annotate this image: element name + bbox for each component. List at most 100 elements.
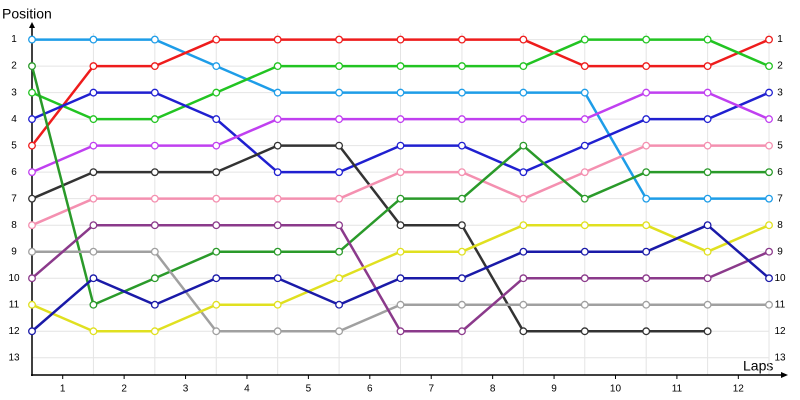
marker — [703, 274, 712, 283]
marker — [765, 300, 773, 309]
marker — [396, 62, 405, 71]
y-tick-label: 2 — [11, 61, 17, 72]
marker — [642, 194, 651, 203]
marker — [212, 115, 221, 124]
marker — [89, 115, 98, 124]
marker — [150, 247, 159, 256]
marker — [273, 35, 282, 44]
marker — [642, 115, 651, 124]
y-tick-label-right: 8 — [777, 220, 783, 231]
x-axis-title: Laps — [743, 358, 773, 374]
y-tick-label: 10 — [8, 273, 20, 284]
marker — [457, 247, 466, 256]
marker — [703, 88, 712, 97]
marker — [89, 168, 98, 177]
y-tick-label: 7 — [11, 193, 17, 204]
marker — [273, 62, 282, 71]
y-tick-label-right: 5 — [777, 140, 783, 151]
marker — [28, 62, 36, 71]
marker — [150, 274, 159, 283]
marker — [28, 168, 36, 177]
y-tick-label: 12 — [8, 326, 20, 337]
marker — [273, 115, 282, 124]
marker — [519, 274, 528, 283]
marker — [273, 194, 282, 203]
marker — [212, 62, 221, 71]
marker — [28, 221, 36, 230]
marker — [519, 62, 528, 71]
marker — [457, 221, 466, 230]
marker — [150, 88, 159, 97]
y-tick-label: 6 — [11, 167, 17, 178]
marker — [212, 274, 221, 283]
marker — [335, 300, 344, 309]
marker — [580, 300, 589, 309]
marker — [335, 115, 344, 124]
y-axis-arrow — [29, 22, 35, 28]
y-axis-title: Position — [2, 6, 52, 22]
marker — [212, 88, 221, 97]
marker — [273, 221, 282, 230]
marker — [765, 168, 773, 177]
marker — [212, 327, 221, 336]
marker — [150, 35, 159, 44]
marker — [28, 247, 36, 256]
y-tick-label-right: 7 — [777, 193, 783, 204]
series-line — [31, 144, 708, 333]
marker — [519, 88, 528, 97]
marker — [457, 168, 466, 177]
marker — [642, 300, 651, 309]
marker — [335, 247, 344, 256]
marker — [703, 327, 712, 336]
marker — [150, 221, 159, 230]
marker — [396, 141, 405, 150]
marker — [642, 221, 651, 230]
marker — [335, 327, 344, 336]
y-tick-label-right: 10 — [774, 273, 786, 284]
marker — [703, 194, 712, 203]
marker — [273, 168, 282, 177]
marker — [150, 194, 159, 203]
y-tick-label: 1 — [11, 34, 17, 45]
y-tick-label: 3 — [11, 87, 17, 98]
marker — [150, 168, 159, 177]
marker — [28, 194, 36, 203]
y-tick-label: 13 — [8, 352, 20, 363]
marker — [703, 168, 712, 177]
marker — [89, 300, 98, 309]
marker — [642, 88, 651, 97]
marker — [580, 221, 589, 230]
x-tick-label: 7 — [428, 384, 434, 395]
marker — [28, 115, 36, 124]
marker — [396, 168, 405, 177]
marker — [519, 168, 528, 177]
marker — [765, 141, 773, 150]
y-tick-label: 8 — [11, 220, 17, 231]
marker — [519, 141, 528, 150]
x-tick-label: 11 — [672, 384, 683, 395]
marker — [396, 221, 405, 230]
marker — [89, 194, 98, 203]
y-tick-label-right: 6 — [777, 167, 783, 178]
marker — [642, 168, 651, 177]
marker — [457, 141, 466, 150]
marker — [28, 274, 36, 283]
marker — [765, 115, 773, 124]
marker — [457, 35, 466, 44]
marker — [273, 327, 282, 336]
marker — [273, 274, 282, 283]
x-tick-label: 2 — [121, 384, 127, 395]
x-tick-label: 8 — [490, 384, 496, 395]
marker — [642, 35, 651, 44]
marker — [89, 88, 98, 97]
marker — [580, 247, 589, 256]
marker — [396, 327, 405, 336]
marker — [703, 62, 712, 71]
y-tick-label-right: 3 — [777, 87, 783, 98]
y-tick-label-right: 4 — [777, 114, 783, 125]
y-tick-label: 11 — [9, 299, 20, 310]
x-tick-label: 10 — [610, 384, 622, 395]
marker — [273, 88, 282, 97]
y-tick-label-right: 11 — [775, 299, 786, 310]
